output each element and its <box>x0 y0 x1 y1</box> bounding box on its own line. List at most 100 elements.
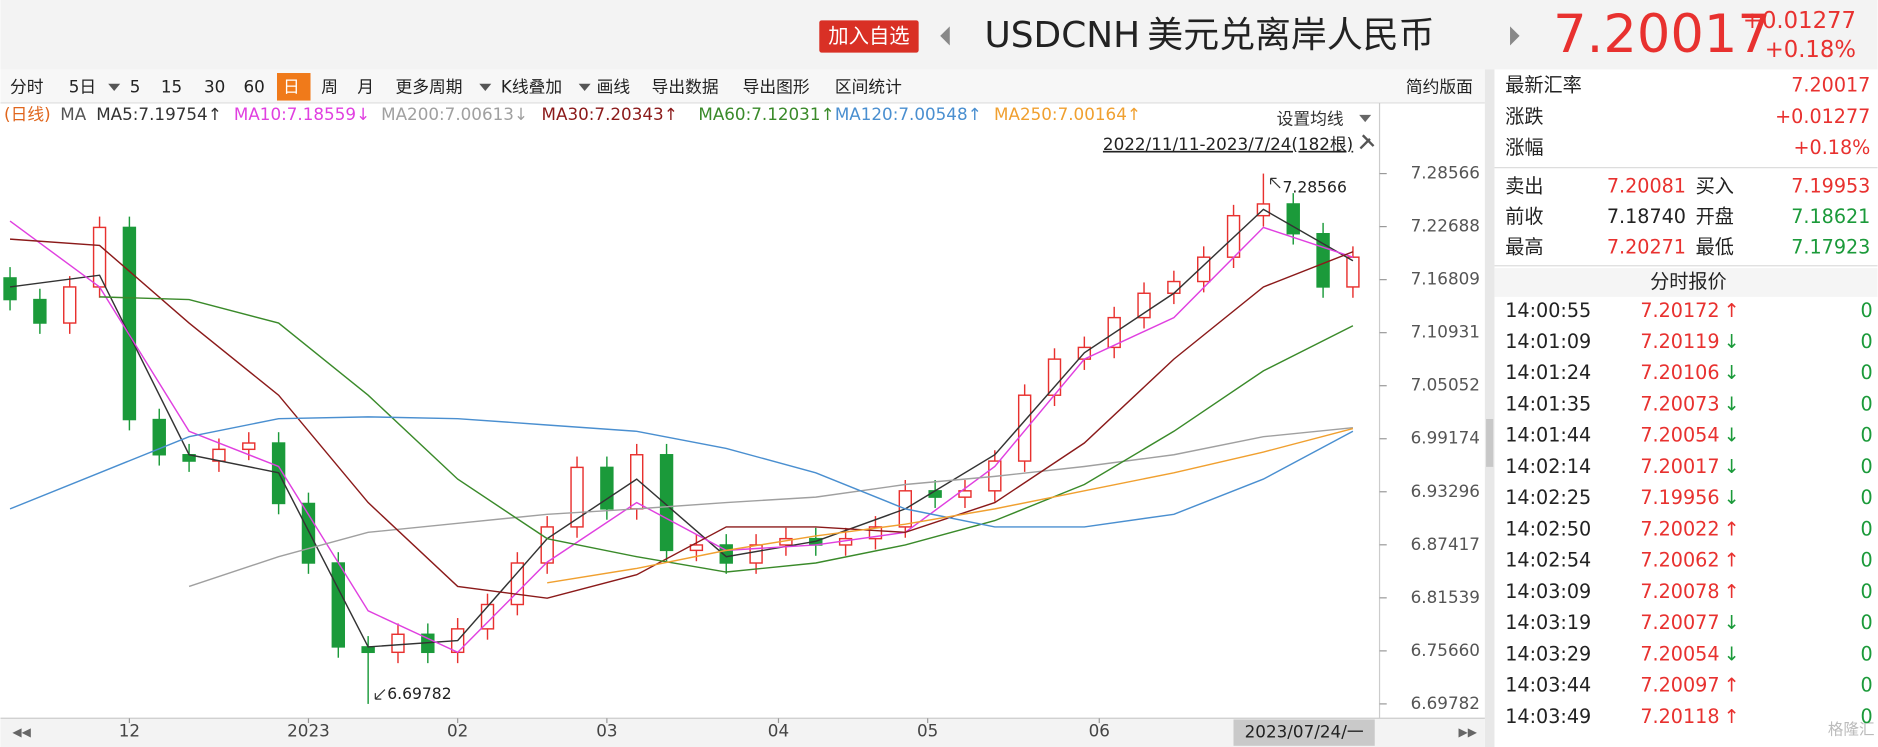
annotation: 7.28566 <box>1283 178 1347 196</box>
quote-label: 买入 <box>1696 174 1734 197</box>
tick-direction: ↑ <box>1723 674 1739 697</box>
ma-line <box>188 426 1353 588</box>
last-price: 7.20017 <box>1553 4 1771 65</box>
next-arrow[interactable] <box>1510 26 1520 46</box>
toolbar-item[interactable]: 分时 <box>10 76 44 96</box>
tick-direction: ↓ <box>1723 361 1739 384</box>
quote-value: 7.18740 <box>1607 205 1686 228</box>
x-tick-label: 2023 <box>287 720 330 740</box>
candle-body <box>92 226 107 288</box>
quote-value: 7.19953 <box>1791 174 1870 197</box>
toolbar-item[interactable]: K线叠加 <box>501 76 562 96</box>
toolbar-item[interactable]: 月 <box>357 76 374 96</box>
tick-time: 14:03:29 <box>1505 642 1591 665</box>
tick-volume: 0 <box>1861 424 1873 447</box>
tick-volume: 0 <box>1861 455 1873 478</box>
prev-arrow[interactable] <box>940 26 950 46</box>
pin-icon[interactable] <box>1359 134 1375 150</box>
toolbar-item[interactable]: 30 <box>204 76 225 96</box>
candle-body <box>1346 256 1360 288</box>
y-tick-label: 6.75660 <box>1411 640 1480 660</box>
tick-time: 14:01:44 <box>1505 424 1591 447</box>
scroll-right[interactable]: ▶▶ <box>1459 725 1478 739</box>
splitter[interactable] <box>1484 69 1495 747</box>
side-panel <box>1494 69 1878 747</box>
quote-value: 7.18621 <box>1791 205 1870 228</box>
tick-volume: 0 <box>1861 330 1873 353</box>
tick-time: 14:02:14 <box>1505 455 1591 478</box>
tick-direction: ↓ <box>1723 424 1739 447</box>
candle-body <box>719 544 733 564</box>
tick-time: 14:03:44 <box>1505 674 1591 697</box>
layout-button[interactable]: 简约版面 <box>1406 76 1473 96</box>
quote-label: 涨幅 <box>1505 136 1543 159</box>
ma-line <box>99 296 1354 573</box>
candle-body <box>3 277 17 301</box>
splitter-handle[interactable] <box>1486 418 1494 467</box>
toolbar-item[interactable]: 周 <box>321 76 338 96</box>
tick-volume: 0 <box>1861 549 1873 572</box>
toolbar-active[interactable] <box>276 73 311 101</box>
quote-label: 最低 <box>1696 235 1734 258</box>
tick-direction: ↓ <box>1723 455 1739 478</box>
tick-volume: 0 <box>1861 705 1873 728</box>
y-tick-label: 6.69782 <box>1411 693 1480 713</box>
ma-settings[interactable]: 设置均线 <box>1277 109 1344 129</box>
toolbar-item[interactable]: 画线 <box>597 76 631 96</box>
candle-body <box>152 418 166 456</box>
toolbar-item[interactable]: 导出图形 <box>743 76 810 96</box>
y-tick-label: 7.28566 <box>1411 163 1480 183</box>
candle-body <box>1167 280 1181 294</box>
toolbar-item[interactable]: 5日 <box>69 76 96 96</box>
tick-price: 7.20119 <box>1640 330 1719 353</box>
ma-legend: MA250:7.00164↑ <box>994 104 1141 124</box>
tick-volume: 0 <box>1861 392 1873 415</box>
tick-price: 7.20062 <box>1640 549 1719 572</box>
cursor-date: 2023/07/24/一 <box>1245 722 1364 742</box>
tick-time: 14:02:25 <box>1505 486 1591 509</box>
range-label: 2022/11/11-2023/7/24(182根) <box>1103 134 1353 154</box>
y-tick-label: 6.93296 <box>1411 481 1480 501</box>
watch-button[interactable] <box>819 20 919 53</box>
cursor-date-box <box>1233 719 1375 746</box>
toolbar-bg <box>0 69 1485 103</box>
dropdown-icon[interactable] <box>479 83 492 91</box>
tick-volume: 0 <box>1861 580 1873 603</box>
toolbar-item[interactable]: 导出数据 <box>652 76 719 96</box>
ma-line <box>9 208 1354 648</box>
x-tick-label: 02 <box>447 720 468 740</box>
dropdown-icon[interactable] <box>108 83 121 91</box>
tick-time: 14:02:54 <box>1505 549 1591 572</box>
toolbar-item[interactable]: 更多周期 <box>396 76 463 96</box>
candle-body <box>958 490 972 498</box>
scroll-left[interactable]: ◀◀ <box>12 725 31 739</box>
tick-price: 7.20172 <box>1640 299 1719 322</box>
candle-body <box>361 646 375 654</box>
tick-volume: 0 <box>1861 642 1873 665</box>
candle-body <box>600 466 614 510</box>
quote-value: 7.20017 <box>1791 74 1870 97</box>
tick-price: 7.20106 <box>1640 361 1719 384</box>
watch-button-label[interactable]: 加入自选 <box>828 24 909 48</box>
watermark: 格隆汇 <box>1828 721 1875 739</box>
tick-price: 7.20022 <box>1640 517 1719 540</box>
tick-time: 14:02:50 <box>1505 517 1591 540</box>
y-tick-label: 7.16809 <box>1411 269 1480 289</box>
ma-legend: MA5:7.19754↑ <box>96 104 222 124</box>
toolbar-item[interactable]: 15 <box>161 76 182 96</box>
dropdown-icon[interactable] <box>1359 114 1372 123</box>
toolbar-item[interactable]: 区间统计 <box>835 76 902 96</box>
toolbar-item[interactable]: 60 <box>243 76 264 96</box>
candle-body <box>122 226 137 421</box>
toolbar-item[interactable]: 日 <box>283 76 300 96</box>
dropdown-icon[interactable] <box>578 83 591 91</box>
ma-legend: MA10:7.18559↓ <box>234 104 370 124</box>
tick-price: 7.20017 <box>1640 455 1719 478</box>
tick-price: 7.20073 <box>1640 392 1719 415</box>
tick-direction: ↑ <box>1723 549 1739 572</box>
tick-volume: 0 <box>1861 486 1873 509</box>
toolbar-item[interactable]: 5 <box>130 76 141 96</box>
tick-direction: ↑ <box>1723 705 1739 728</box>
